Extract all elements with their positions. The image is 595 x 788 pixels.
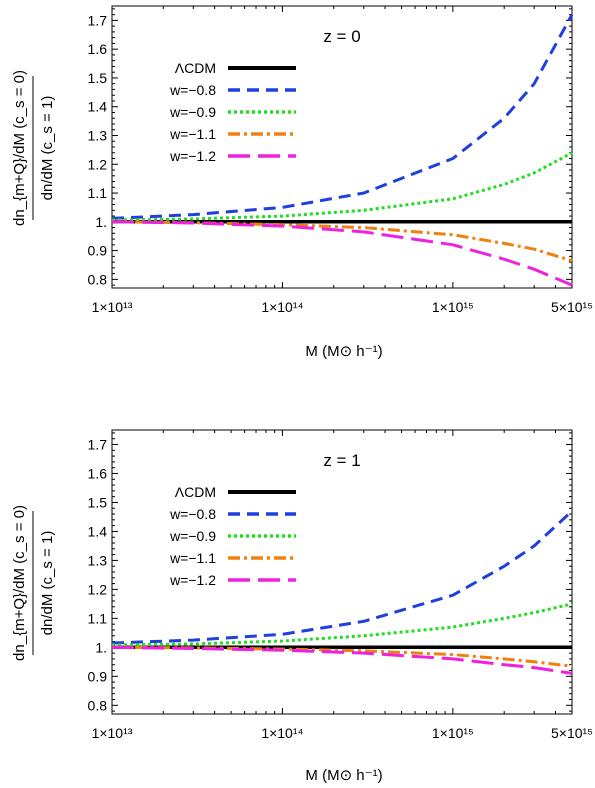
y-tick-label: 1.6 <box>88 465 108 481</box>
y-tick-label: 1.1 <box>88 610 108 626</box>
legend-label-w-1.1: w=−1.1 <box>169 550 216 566</box>
y-tick-label: 1.5 <box>88 494 108 510</box>
series-line-w-1.1 <box>111 220 573 263</box>
x-tick-label: 1×10¹⁴ <box>261 299 303 315</box>
y-axis-label-denominator: dn/dM (c_s = 1) <box>39 96 56 201</box>
panel-z1: 0.8 0.9 1. 1.1 1.2 1.3 1.4 1.5 1.6 1.7 1×10¹³ 1×10¹… <box>11 429 593 784</box>
y-tick-label: 0.9 <box>88 668 108 684</box>
series-line-w-0.9 <box>111 602 573 647</box>
x-tick-label: 1×10¹³ <box>92 725 133 741</box>
y-tick-label: 1.1 <box>88 185 108 201</box>
x-tick-label: 1×10¹³ <box>92 299 133 315</box>
x-tick-label: 1×10¹⁵ <box>432 299 474 315</box>
y-axis-label-numerator: dn_{m+Q}/dM (c_s = 0) <box>11 70 28 226</box>
redshift-annotation: z = 0 <box>323 27 360 46</box>
panel-z0: 0.8 0.9 1. 1.1 1.2 1.3 1.4 1.5 1.6 1.7 1×10¹³ 1×10¹… <box>11 5 593 360</box>
y-axis-label-numerator: dn_{m+Q}/dM (c_s = 0) <box>11 505 28 661</box>
x-tick-label: 5×10¹⁵ <box>551 725 593 741</box>
series-line-w-1.2 <box>111 645 573 675</box>
x-axis-label: M (M⊙ h⁻¹) <box>305 767 382 784</box>
legend-label-w-1.1: w=−1.1 <box>169 126 216 142</box>
legend-label-lambdacdm: ΛCDM <box>175 484 216 500</box>
x-tick-label: 1×10¹⁴ <box>261 725 303 741</box>
y-tick-label: 0.8 <box>88 697 108 713</box>
series-line-w-0.9 <box>111 151 573 222</box>
y-tick-label: 1.5 <box>88 70 108 86</box>
y-tick-label: 1.2 <box>88 156 108 172</box>
y-axis-label-denominator: dn/dM (c_s = 1) <box>39 531 56 636</box>
y-tick-label: 1.4 <box>88 99 108 115</box>
x-axis-label: M (M⊙ h⁻¹) <box>305 343 382 360</box>
y-axis-label: dn_{m+Q}/dM (c_s = 0) dn/dM (c_s = 1) <box>11 70 56 226</box>
x-tick-label: 1×10¹⁵ <box>432 725 474 741</box>
legend-label-w-1.2: w=−1.2 <box>169 572 216 588</box>
legend-label-lambdacdm: ΛCDM <box>175 60 216 76</box>
x-tick-label: 5×10¹⁵ <box>551 299 593 315</box>
y-tick-label: 1.4 <box>88 523 108 539</box>
series-line-w-0.8 <box>111 509 574 645</box>
y-tick-label: 1.2 <box>88 581 108 597</box>
legend-label-w-0.9: w=−0.9 <box>169 104 216 120</box>
y-tick-label: 1.7 <box>88 436 108 452</box>
y-tick-label: 1.6 <box>88 41 108 57</box>
series-line-w-0.8 <box>111 13 574 220</box>
y-tick-label: 1.3 <box>88 127 108 143</box>
y-tick-label: 1.7 <box>88 12 108 28</box>
legend-label-w-0.8: w=−0.8 <box>169 506 216 522</box>
series-line-w-1.2 <box>111 220 573 287</box>
plot-frame <box>111 5 573 289</box>
legend-label-w-0.8: w=−0.8 <box>169 82 216 98</box>
y-tick-label: 0.9 <box>88 243 108 259</box>
y-tick-label: 0.8 <box>88 271 108 287</box>
legend-label-w-0.9: w=−0.9 <box>169 528 216 544</box>
y-axis-label: dn_{m+Q}/dM (c_s = 0) dn/dM (c_s = 1) <box>11 505 56 661</box>
y-tick-label: 1. <box>95 214 107 230</box>
redshift-annotation: z = 1 <box>323 451 360 470</box>
y-tick-label: 1. <box>95 639 107 655</box>
y-tick-label: 1.3 <box>88 552 108 568</box>
legend-label-w-1.2: w=−1.2 <box>169 148 216 164</box>
